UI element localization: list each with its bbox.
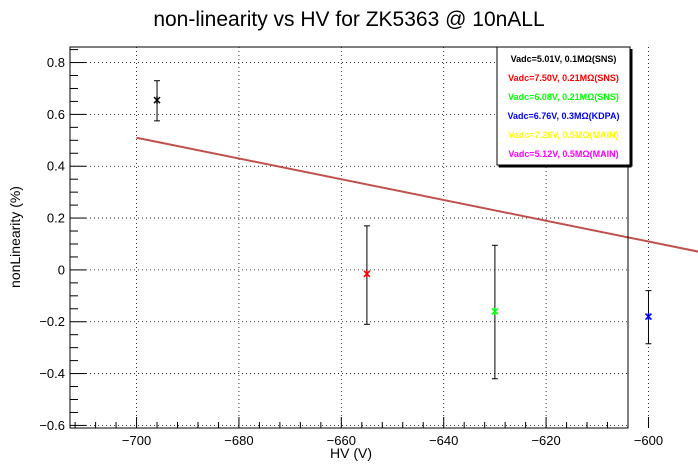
data-point — [363, 270, 371, 278]
legend-entry: Vadc=6.76V, 0.3MΩ(KDPA) — [507, 111, 619, 121]
x-tick-label: −620 — [531, 433, 560, 448]
x-tick-label: −660 — [327, 433, 356, 448]
fit-line — [136, 136, 698, 253]
axis-ticks: −700−680−660−640−620−600−580−560−540−520… — [39, 49, 663, 448]
y-axis-label: nonLinearity (%) — [7, 186, 23, 288]
data-point — [153, 96, 161, 104]
legend-entry: Vadc=7.50V, 0.21MΩ(SNS) — [508, 73, 619, 83]
x-tick-label: −680 — [224, 433, 253, 448]
y-tick-label: 0.8 — [47, 55, 65, 70]
chart-title: non-linearity vs HV for ZK5363 @ 10nALL — [153, 8, 544, 31]
legend: Vadc=5.01V, 0.1MΩ(SNS) Vadc=7.50V, 0.21MΩ… — [496, 46, 633, 168]
legend-entry: Vadc=6.08V, 0.21MΩ(SNS) — [508, 92, 619, 102]
y-tick-label: 0 — [58, 262, 65, 277]
fit-line-layer — [136, 136, 698, 253]
data-point — [644, 313, 653, 321]
legend-entry: Vadc=5.01V, 0.1MΩ(SNS) — [511, 54, 617, 64]
y-tick-label: −0.2 — [39, 314, 65, 329]
y-tick-label: 0.6 — [47, 107, 65, 122]
x-tick-label: −640 — [429, 433, 458, 448]
x-axis-label: HV (V) — [330, 445, 372, 461]
y-tick-label: −0.4 — [39, 366, 65, 381]
y-tick-label: 0.2 — [47, 211, 65, 226]
y-tick-label: −0.6 — [39, 418, 65, 433]
legend-entry: Vadc=7.26V, 0.5MΩ(MAIN) — [508, 130, 618, 140]
legend-box — [496, 46, 631, 166]
data-point — [491, 307, 499, 315]
x-tick-label: −600 — [634, 433, 663, 448]
y-tick-label: 0.4 — [47, 159, 65, 174]
legend-entry: Vadc=5.12V, 0.5MΩ(MAIN) — [508, 149, 618, 159]
x-tick-label: −700 — [122, 433, 151, 448]
data-points-layer — [153, 80, 653, 380]
plot-frame — [69, 46, 629, 429]
